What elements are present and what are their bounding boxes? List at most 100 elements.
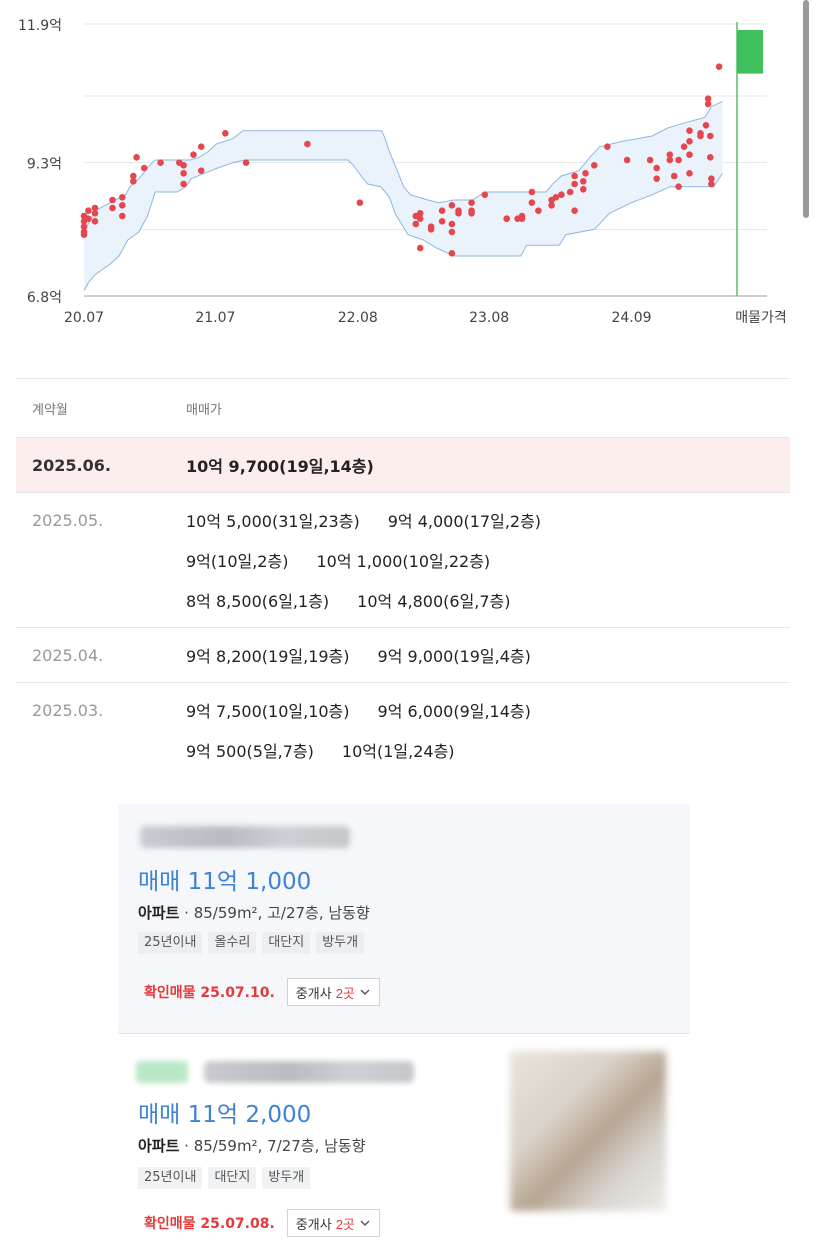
transaction-point[interactable] xyxy=(535,207,542,214)
transaction-point[interactable] xyxy=(580,178,587,185)
transaction-point[interactable] xyxy=(448,250,456,257)
transaction-point[interactable] xyxy=(119,194,126,201)
y-tick-label: 9.3억 xyxy=(27,157,62,173)
transaction-point[interactable] xyxy=(130,172,137,180)
transaction-point[interactable] xyxy=(438,218,446,225)
transaction-point[interactable] xyxy=(91,204,99,212)
transaction-point[interactable] xyxy=(91,210,99,217)
transaction-point[interactable] xyxy=(552,194,560,201)
transaction-point[interactable] xyxy=(571,172,578,180)
transaction-point[interactable] xyxy=(666,151,674,158)
transaction-point[interactable] xyxy=(558,191,565,198)
transaction-point[interactable] xyxy=(242,159,250,166)
listing-card[interactable]: 매매 11억 2,000 아파트 · 85/59m², 7/27층, 남동향 2… xyxy=(118,1035,690,1259)
transaction-point[interactable] xyxy=(180,180,187,188)
transaction-point[interactable] xyxy=(571,180,578,188)
transaction-point[interactable] xyxy=(582,170,589,177)
listing-card[interactable]: 매매 11억 1,000 아파트 · 85/59m², 고/27층, 남동향 2… xyxy=(118,804,690,1034)
transaction-point[interactable] xyxy=(518,212,526,220)
transaction-point[interactable] xyxy=(157,159,164,166)
transaction-point[interactable] xyxy=(697,130,704,137)
transaction-point[interactable] xyxy=(438,207,446,214)
transaction-point[interactable] xyxy=(707,132,714,140)
transaction-point[interactable] xyxy=(686,170,693,177)
transaction-point[interactable] xyxy=(503,215,511,222)
transaction-point[interactable] xyxy=(704,95,712,102)
listing-thumbnail[interactable] xyxy=(510,1051,666,1211)
transaction-point[interactable] xyxy=(571,207,578,214)
listing-price[interactable]: 매매 11억 1,000 xyxy=(138,869,312,895)
transaction-point[interactable] xyxy=(133,154,140,161)
transaction-point[interactable] xyxy=(197,167,205,174)
transaction-point[interactable] xyxy=(704,100,712,108)
transaction-point[interactable] xyxy=(190,151,197,158)
transaction-point[interactable] xyxy=(448,228,456,236)
transaction-point[interactable] xyxy=(85,215,92,222)
transaction-point[interactable] xyxy=(356,199,364,206)
transaction-point[interactable] xyxy=(566,188,574,196)
broker-count: 2곳 xyxy=(335,1216,355,1232)
transaction-point[interactable] xyxy=(591,162,598,169)
transaction-point[interactable] xyxy=(119,212,126,220)
transaction-point[interactable] xyxy=(448,202,456,209)
transaction-point[interactable] xyxy=(670,172,678,180)
transaction-point[interactable] xyxy=(548,202,555,209)
transaction-point[interactable] xyxy=(675,156,682,164)
transaction-point[interactable] xyxy=(180,162,187,169)
scrollbar[interactable] xyxy=(803,0,809,218)
transaction-point[interactable] xyxy=(708,180,715,188)
transaction-point[interactable] xyxy=(427,223,435,230)
listing-price[interactable]: 매매 11억 2,000 xyxy=(138,1102,312,1128)
transaction-point[interactable] xyxy=(708,175,715,182)
transaction-point[interactable] xyxy=(180,170,187,177)
transaction-point[interactable] xyxy=(468,199,475,206)
transaction-point[interactable] xyxy=(702,122,710,129)
transaction-point[interactable] xyxy=(646,156,654,164)
blurred-listing-name xyxy=(204,1061,414,1083)
transaction-point[interactable] xyxy=(528,188,536,196)
tag: 방두개 xyxy=(262,1167,311,1189)
transaction-point[interactable] xyxy=(680,143,688,150)
transaction-point[interactable] xyxy=(686,127,693,134)
transaction-point[interactable] xyxy=(222,130,229,137)
blurred-badge xyxy=(136,1061,188,1083)
transaction-point[interactable] xyxy=(109,196,116,204)
transaction-point[interactable] xyxy=(80,228,88,236)
transaction-point[interactable] xyxy=(675,183,682,190)
transaction-point[interactable] xyxy=(416,244,424,252)
confirmed-listing-label: 확인매물 25.07.10. xyxy=(144,985,275,1001)
transaction-point[interactable] xyxy=(686,151,693,158)
transaction-point[interactable] xyxy=(197,143,205,150)
transaction-point[interactable] xyxy=(91,218,99,225)
broker-dropdown-button[interactable]: 중개사 2곳 xyxy=(286,978,380,1006)
price-entry: 9억 8,200(19일,19층) xyxy=(186,647,350,666)
transaction-point[interactable] xyxy=(416,210,424,217)
transaction-point[interactable] xyxy=(140,164,148,172)
asking-price-bar[interactable] xyxy=(737,30,763,74)
transaction-point[interactable] xyxy=(653,175,660,182)
transaction-point[interactable] xyxy=(448,220,456,228)
transaction-point[interactable] xyxy=(715,63,723,70)
transaction-point[interactable] xyxy=(412,220,420,228)
x-tick-label: 20.07 xyxy=(64,310,104,326)
transaction-point[interactable] xyxy=(468,207,475,214)
broker-dropdown-button[interactable]: 중개사 2곳 xyxy=(286,1209,380,1237)
transaction-point[interactable] xyxy=(707,154,714,161)
transaction-point[interactable] xyxy=(85,207,92,214)
transaction-point[interactable] xyxy=(119,202,126,209)
transaction-point[interactable] xyxy=(130,178,137,185)
transaction-point[interactable] xyxy=(666,156,674,164)
spec-details: · 85/59m², 고/27층, 남동향 xyxy=(179,904,370,922)
transaction-point[interactable] xyxy=(528,199,536,206)
transaction-point[interactable] xyxy=(455,210,462,217)
transaction-point[interactable] xyxy=(481,191,489,198)
transaction-point[interactable] xyxy=(623,156,631,164)
transaction-point[interactable] xyxy=(109,204,116,212)
transaction-point[interactable] xyxy=(80,223,88,230)
transaction-point[interactable] xyxy=(416,215,424,222)
transaction-point[interactable] xyxy=(304,140,311,148)
transaction-point[interactable] xyxy=(653,164,660,172)
transaction-point[interactable] xyxy=(580,186,587,193)
transaction-point[interactable] xyxy=(604,143,611,150)
transaction-point[interactable] xyxy=(686,138,693,145)
